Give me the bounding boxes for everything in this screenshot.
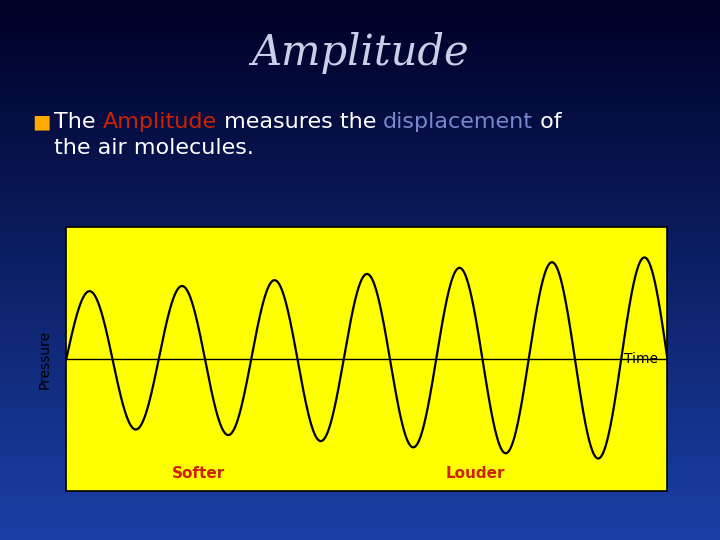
Text: Time: Time: [624, 352, 658, 366]
Text: Pressure: Pressure: [37, 329, 51, 389]
Text: the air molecules.: the air molecules.: [54, 138, 254, 159]
Text: Amplitude: Amplitude: [103, 111, 217, 132]
Text: ■: ■: [32, 112, 51, 131]
Text: Amplitude: Amplitude: [251, 32, 469, 75]
Text: measures the: measures the: [217, 111, 383, 132]
Text: displacement: displacement: [383, 111, 534, 132]
Text: Softer: Softer: [172, 466, 225, 481]
Text: The: The: [54, 111, 103, 132]
Text: Louder: Louder: [445, 466, 505, 481]
Text: of: of: [534, 111, 562, 132]
